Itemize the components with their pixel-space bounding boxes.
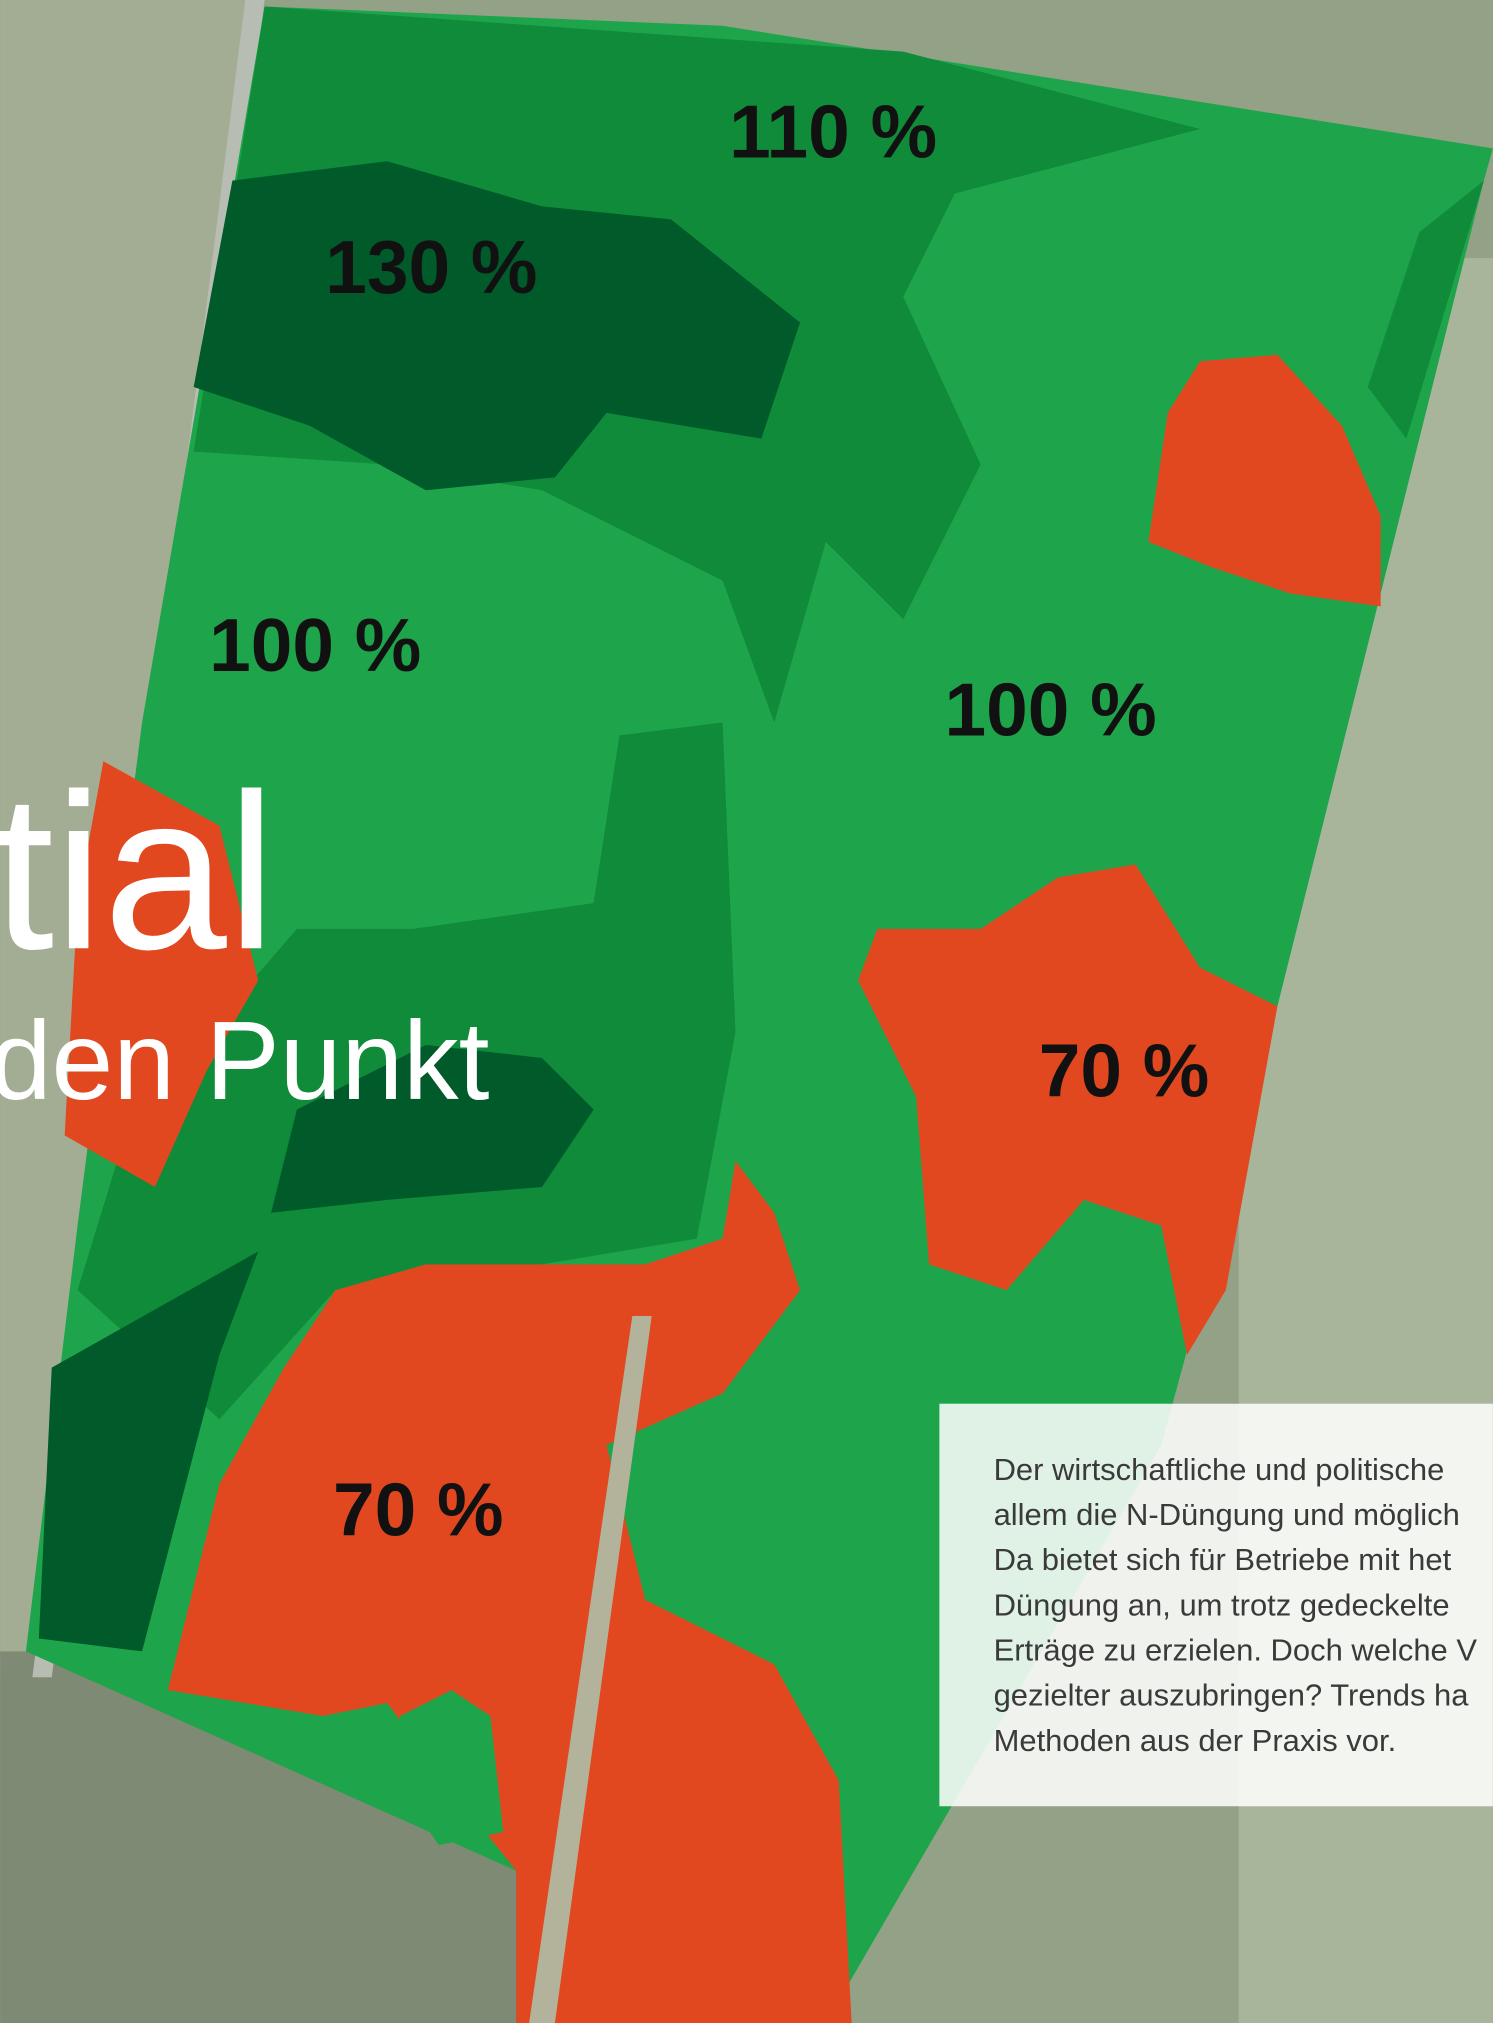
intro-line: allem die N-Düngung und möglich — [994, 1497, 1460, 1532]
zone-label: 130 % — [325, 225, 537, 309]
intro-line: Da bietet sich für Betriebe mit het — [994, 1542, 1452, 1577]
intro-line: Düngung an, um trotz gedeckelte — [994, 1587, 1450, 1622]
page: {"heading":{"line1":"tial","line2":"den … — [0, 0, 1493, 2023]
zone-label: 110 % — [729, 89, 937, 173]
intro-line: Methoden aus der Praxis vor. — [994, 1723, 1397, 1758]
intro-line: Erträge zu erzielen. Doch welche V — [994, 1632, 1478, 1667]
intro-line: Der wirtschaftliche und politische — [994, 1452, 1445, 1487]
heading-line: den Punkt — [0, 999, 490, 1123]
zone-label: 100 % — [945, 667, 1157, 751]
zone-label: 70 % — [1039, 1029, 1210, 1113]
page-canvas: 110 % 130 % 100 % 100 % 70 % 70 % tial d… — [0, 0, 1493, 2023]
intro-text: Der wirtschaftliche und politische allem … — [994, 1452, 1478, 1758]
intro-line: gezielter auszubringen? Trends ha — [994, 1678, 1470, 1713]
heading-line: tial — [0, 748, 276, 996]
zone-label: 70 % — [333, 1467, 504, 1551]
zone-label: 100 % — [209, 603, 421, 687]
